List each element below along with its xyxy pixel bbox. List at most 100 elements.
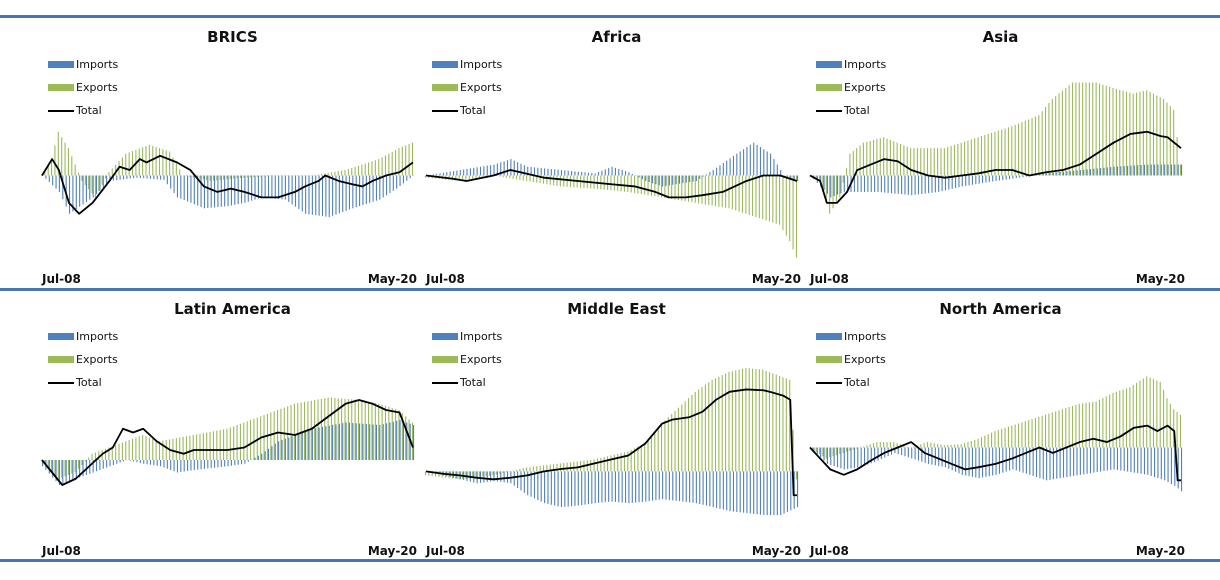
imports-bar: [1113, 447, 1115, 470]
exports-bar: [165, 440, 167, 460]
exports-bar: [388, 406, 390, 461]
exports-bar: [57, 460, 59, 479]
imports-bar: [877, 175, 879, 192]
exports-bar: [152, 438, 154, 460]
exports-bar: [846, 447, 848, 452]
imports-bar: [705, 174, 708, 176]
imports-bar: [743, 149, 745, 176]
exports-bar: [374, 160, 376, 176]
imports-bar: [591, 172, 593, 176]
imports-bar: [594, 471, 596, 504]
exports-bar: [859, 145, 861, 176]
imports-bar: [365, 175, 367, 204]
exports-bar: [341, 170, 343, 176]
exports-bar: [765, 370, 767, 472]
imports-bar: [1039, 174, 1041, 176]
imports-bar: [702, 471, 704, 505]
exports-bar: [229, 427, 231, 460]
imports-bar: [311, 175, 313, 215]
exports-bar: [613, 454, 615, 472]
exports-bar: [384, 405, 387, 460]
exports-bar: [192, 175, 194, 178]
legend-swatch-exports: [48, 84, 74, 91]
imports-bar: [523, 471, 525, 493]
imports-bar: [176, 460, 179, 473]
imports-bar: [870, 175, 872, 192]
exports-bar: [745, 367, 747, 472]
imports-bar: [867, 175, 869, 192]
exports-bar: [549, 464, 551, 472]
exports-bar: [964, 141, 966, 176]
imports-bar: [1177, 447, 1179, 489]
exports-bar: [374, 403, 376, 460]
exports-bar: [539, 465, 541, 472]
exports-bar: [47, 460, 49, 468]
imports-bar: [490, 165, 492, 176]
imports-bar: [904, 447, 906, 457]
imports-bar: [149, 460, 152, 465]
exports-bar: [391, 151, 393, 176]
exports-bar: [145, 146, 147, 176]
imports-bar: [685, 175, 687, 183]
exports-bar: [671, 175, 673, 200]
legend-brics: Imports Exports Total: [48, 58, 118, 127]
exports-bar: [1004, 427, 1006, 448]
imports-bar: [985, 447, 987, 477]
exports-bar: [772, 175, 774, 223]
exports-bar: [1071, 405, 1074, 448]
exports-bar: [1058, 410, 1060, 448]
exports-bar: [842, 447, 844, 453]
imports-bar: [200, 460, 202, 470]
exports-bar: [472, 471, 474, 478]
chart-title-middle-east: Middle East: [567, 300, 666, 318]
exports-bar: [405, 145, 407, 176]
imports-bar: [560, 170, 563, 176]
exports-bar: [1129, 387, 1131, 448]
exports-bar: [327, 172, 329, 176]
exports-bar: [94, 452, 96, 460]
imports-bar: [486, 471, 488, 482]
imports-bar: [503, 161, 505, 176]
imports-bar: [1008, 175, 1011, 180]
exports-bar: [725, 175, 727, 208]
exports-bar: [223, 429, 225, 461]
imports-bar: [402, 175, 404, 184]
imports-bar: [594, 173, 596, 176]
exports-bar: [351, 399, 353, 460]
imports-bar: [274, 175, 276, 199]
exports-bar: [886, 138, 888, 176]
imports-bar: [672, 175, 674, 185]
exports-bar: [91, 175, 93, 194]
imports-bar: [197, 460, 199, 470]
exports-bar: [815, 175, 817, 180]
exports-bar: [738, 175, 740, 212]
exports-bar: [1132, 93, 1134, 176]
imports-series-africa: [426, 142, 799, 187]
imports-bar: [857, 175, 859, 192]
imports-bar: [112, 175, 114, 181]
imports-bar: [62, 175, 64, 200]
imports-bar: [359, 423, 361, 460]
imports-bar: [335, 424, 337, 461]
exports-bar: [573, 461, 575, 472]
exports-bar: [563, 175, 565, 187]
imports-bar: [133, 175, 135, 179]
legend-label-total: Total: [460, 376, 486, 389]
imports-bar: [469, 168, 471, 176]
imports-bar: [520, 471, 522, 491]
exports-bar: [1152, 379, 1155, 448]
legend-swatch-total: [432, 382, 458, 384]
exports-bar: [485, 175, 487, 177]
imports-bar: [880, 175, 882, 193]
exports-bar: [994, 131, 996, 176]
exports-bar: [424, 175, 426, 178]
x-end-label-asia: May-20: [1135, 272, 1185, 286]
imports-bar: [982, 447, 984, 478]
imports-bar: [1056, 172, 1058, 176]
exports-bar: [967, 140, 969, 176]
imports-bar: [955, 175, 957, 188]
exports-bar: [1125, 91, 1128, 176]
imports-bar: [739, 151, 741, 176]
legend-item-total: Total: [816, 104, 886, 127]
exports-bar: [1139, 91, 1141, 176]
